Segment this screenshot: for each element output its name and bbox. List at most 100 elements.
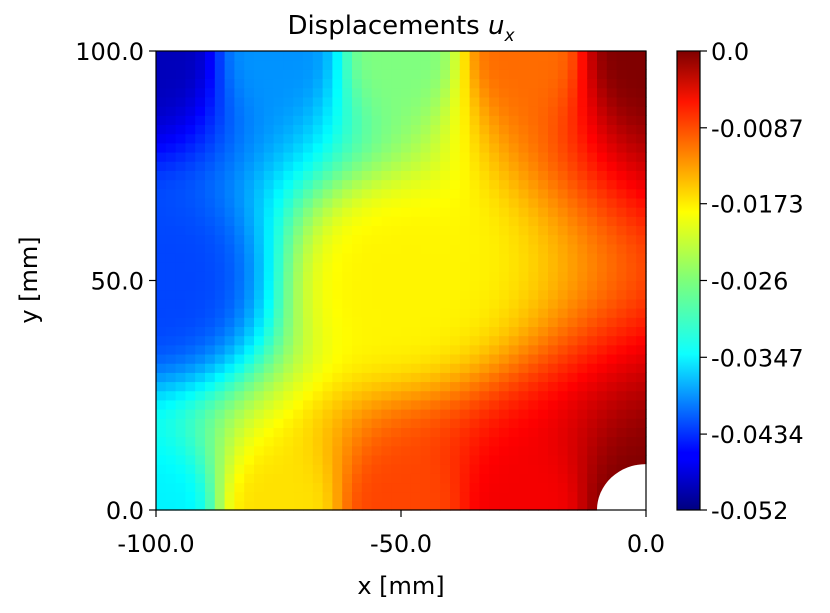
heatmap-cell bbox=[538, 482, 549, 493]
heatmap-cell bbox=[342, 262, 353, 272]
heatmap-cell bbox=[459, 500, 471, 511]
heatmap-cell bbox=[254, 170, 265, 181]
heatmap-cell bbox=[508, 96, 520, 107]
heatmap-cell bbox=[587, 353, 598, 364]
heatmap-cell bbox=[234, 225, 245, 236]
heatmap-cell bbox=[499, 262, 510, 272]
heatmap-cell bbox=[508, 142, 520, 153]
heatmap-cell bbox=[244, 491, 255, 502]
heatmap-cell bbox=[391, 317, 402, 327]
heatmap-cell bbox=[205, 78, 216, 89]
heatmap-cell bbox=[214, 87, 226, 98]
heatmap-cell bbox=[342, 317, 353, 327]
heatmap-cell bbox=[528, 390, 539, 401]
heatmap-cell bbox=[538, 188, 549, 199]
heatmap-cell bbox=[283, 390, 294, 401]
heatmap-cell bbox=[283, 436, 294, 447]
heatmap-cell bbox=[587, 482, 598, 493]
heatmap-cell bbox=[479, 252, 490, 263]
heatmap-cell bbox=[361, 170, 373, 181]
heatmap-cell bbox=[450, 445, 461, 456]
heatmap-cell bbox=[538, 427, 549, 438]
heatmap-cell bbox=[165, 445, 177, 456]
heatmap-cell bbox=[244, 473, 255, 484]
heatmap-cell bbox=[381, 51, 392, 61]
heatmap-cell bbox=[293, 142, 304, 153]
heatmap-cell bbox=[469, 115, 480, 126]
heatmap-cell bbox=[185, 69, 196, 80]
heatmap-cell bbox=[234, 170, 245, 181]
heatmap-cell bbox=[303, 197, 314, 208]
heatmap-cell bbox=[322, 335, 333, 346]
heatmap-cell bbox=[195, 87, 206, 98]
heatmap-cell bbox=[205, 69, 216, 80]
heatmap-cell bbox=[577, 133, 588, 144]
heatmap-cell bbox=[371, 216, 382, 227]
heatmap-cell bbox=[205, 454, 216, 465]
heatmap-cell bbox=[401, 124, 412, 135]
heatmap-cell bbox=[283, 142, 294, 153]
heatmap-cell bbox=[459, 445, 471, 456]
heatmap-cell bbox=[469, 142, 480, 153]
heatmap-cell bbox=[587, 271, 598, 282]
heatmap-cell bbox=[273, 271, 284, 282]
heatmap-cell bbox=[391, 409, 402, 419]
heatmap-cell bbox=[244, 262, 255, 272]
heatmap-cell bbox=[195, 124, 206, 135]
heatmap-cell bbox=[430, 115, 441, 126]
heatmap-cell bbox=[577, 151, 588, 162]
heatmap-cell bbox=[273, 317, 284, 327]
heatmap-cell bbox=[597, 188, 608, 199]
heatmap-cell bbox=[254, 234, 265, 245]
heatmap-cell bbox=[450, 96, 461, 107]
heatmap-cell bbox=[283, 252, 294, 263]
heatmap-cell bbox=[283, 500, 294, 511]
heatmap-cell bbox=[273, 96, 284, 107]
heatmap-cell bbox=[616, 280, 627, 291]
heatmap-cell bbox=[254, 252, 265, 263]
heatmap-cell bbox=[499, 418, 510, 428]
heatmap-cell bbox=[440, 289, 451, 300]
heatmap-cell bbox=[244, 207, 255, 217]
heatmap-cell bbox=[214, 124, 226, 135]
heatmap-cell bbox=[626, 179, 637, 190]
heatmap-cell bbox=[224, 106, 235, 116]
heatmap-cell bbox=[489, 482, 500, 493]
heatmap-cell bbox=[489, 96, 500, 107]
heatmap-cell bbox=[440, 243, 451, 254]
heatmap-cell bbox=[459, 170, 471, 181]
heatmap-cell bbox=[361, 78, 373, 89]
heatmap-cell bbox=[303, 289, 314, 300]
heatmap-cell bbox=[528, 298, 539, 309]
heatmap-cell bbox=[361, 96, 373, 107]
heatmap-cell bbox=[273, 170, 284, 181]
heatmap-cell bbox=[508, 409, 520, 419]
heatmap-cell bbox=[312, 482, 324, 493]
heatmap-cell bbox=[548, 482, 559, 493]
heatmap-cell bbox=[557, 197, 569, 208]
heatmap-cell bbox=[312, 335, 324, 346]
heatmap-cell bbox=[606, 390, 618, 401]
heatmap-cell bbox=[214, 262, 226, 272]
heatmap-cell bbox=[557, 473, 569, 484]
heatmap-cell bbox=[244, 289, 255, 300]
heatmap-cell bbox=[616, 133, 627, 144]
heatmap-cell bbox=[459, 436, 471, 447]
heatmap-cell bbox=[342, 87, 353, 98]
heatmap-cell bbox=[587, 234, 598, 245]
heatmap-cell bbox=[332, 289, 343, 300]
heatmap-cell bbox=[616, 234, 627, 245]
heatmap-cell bbox=[156, 106, 167, 116]
heatmap-cell bbox=[450, 491, 461, 502]
heatmap-cell bbox=[636, 326, 647, 337]
heatmap-cell bbox=[430, 436, 441, 447]
heatmap-cell bbox=[459, 317, 471, 327]
heatmap-cell bbox=[361, 115, 373, 126]
heatmap-cell bbox=[626, 161, 637, 171]
heatmap-cell bbox=[361, 234, 373, 245]
heatmap-cell bbox=[440, 445, 451, 456]
heatmap-cell bbox=[224, 179, 235, 190]
heatmap-cell bbox=[469, 500, 480, 511]
heatmap-cell bbox=[410, 225, 422, 236]
heatmap-cell bbox=[293, 188, 304, 199]
